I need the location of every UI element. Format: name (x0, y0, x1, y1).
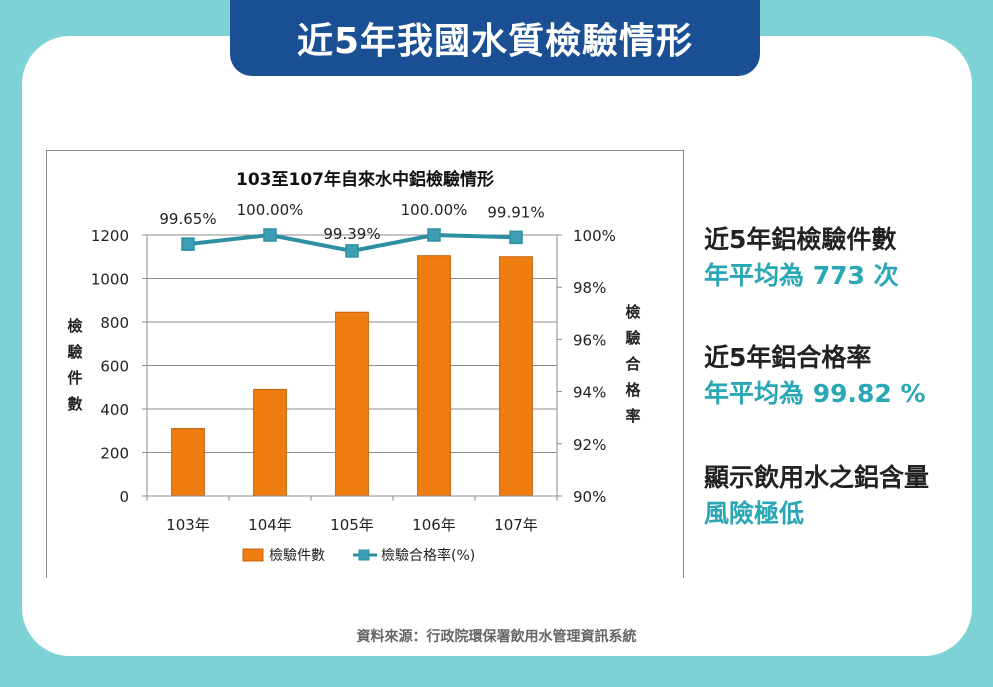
data-source: 資料來源：行政院環保署飲用水管理資訊系統 (356, 629, 637, 645)
pass-rate-data-label: 100.00% (237, 201, 304, 219)
bar (171, 428, 205, 497)
left-axis-tick-label: 800 (100, 314, 129, 332)
pass-rate-marker (263, 228, 277, 242)
chart-legend: 檢驗件數 檢驗合格率(%) (242, 547, 475, 564)
left-axis-tick-label: 400 (100, 401, 129, 419)
bar (499, 256, 533, 497)
bar (253, 388, 287, 497)
left-axis-label-char: 驗 (67, 343, 82, 361)
pass-rate-data-label: 100.00% (401, 201, 468, 219)
right-axis-label: 檢驗合格率 (624, 303, 641, 425)
pass-rate-data-label: 99.91% (487, 203, 544, 221)
note-3-line-1: 顯示飲用水之鋁含量 (704, 463, 930, 492)
chart-title: 103至107年自來水中鋁檢驗情形 (236, 169, 494, 190)
right-axis-tick-label: 96% (573, 331, 606, 349)
right-axis-tick-label: 92% (573, 436, 606, 454)
x-axis-tick-label: 105年 (330, 516, 374, 534)
x-axis-tick-label: 106年 (412, 516, 456, 534)
left-axis-label: 檢驗件數 (67, 317, 82, 413)
left-axis-tick-label: 1200 (91, 227, 129, 245)
left-axis-tick-label: 600 (100, 358, 129, 376)
note-2-line-2: 年平均為 99.82 % (704, 379, 926, 408)
right-axis-tick-label: 94% (573, 384, 606, 402)
left-axis-tick-label: 1000 (91, 271, 129, 289)
note-2-line-1: 近5年鋁合格率 (704, 343, 872, 372)
note-risk: 顯示飲用水之鋁含量 風險極低 (704, 460, 929, 532)
right-axis-label-char: 驗 (625, 329, 640, 347)
pass-rate-data-label: 99.39% (323, 225, 380, 243)
legend-swatch-marker (358, 549, 370, 561)
page-title: 近5年我國水質檢驗情形 (230, 0, 760, 76)
pass-rate-marker (181, 237, 195, 251)
bar (335, 311, 369, 497)
right-axis-label-char: 檢 (625, 303, 640, 321)
x-axis-tick-label: 103年 (166, 516, 210, 534)
right-axis-label-char: 率 (625, 407, 640, 425)
right-axis-label-char: 格 (625, 381, 641, 399)
note-pass-rate: 近5年鋁合格率 年平均為 99.82 % (704, 340, 926, 412)
left-axis-label-char: 檢 (67, 317, 82, 335)
right-axis-tick-label: 100% (573, 227, 616, 245)
right-axis-tick-label: 90% (573, 488, 606, 506)
left-axis-label-char: 數 (67, 395, 82, 413)
legend-label-line: 檢驗合格率(%) (381, 547, 475, 564)
pass-rate-marker (345, 244, 359, 258)
left-axis-tick-label: 200 (100, 445, 129, 463)
pass-rate-marker (509, 230, 523, 245)
left-axis-label-char: 件 (67, 369, 82, 387)
aluminum-inspection-chart: 103至107年自來水中鋁檢驗情形 99.65% 100.00% 99.39% 100… (67, 169, 641, 564)
left-axis-tick-label: 0 (119, 488, 129, 506)
right-axis-label-char: 合 (624, 355, 641, 373)
note-1-line-1: 近5年鋁檢驗件數 (704, 225, 897, 254)
legend-label-bars: 檢驗件數 (269, 547, 325, 564)
chart-frame: 103至107年自來水中鋁檢驗情形 99.65% 100.00% 99.39% 100… (46, 150, 684, 578)
note-inspection-count: 近5年鋁檢驗件數 年平均為 773 次 (704, 222, 899, 294)
x-axis-tick-label: 104年 (248, 516, 292, 534)
note-3-line-2: 風險極低 (704, 499, 805, 528)
x-axis-tick-label: 107年 (494, 516, 538, 534)
bar (417, 255, 451, 497)
note-1-line-2: 年平均為 773 次 (704, 261, 899, 290)
pass-rate-data-label: 99.65% (159, 210, 216, 228)
right-axis-tick-label: 98% (573, 279, 606, 297)
legend-swatch-bars (242, 548, 264, 562)
pass-rate-marker (427, 228, 441, 242)
